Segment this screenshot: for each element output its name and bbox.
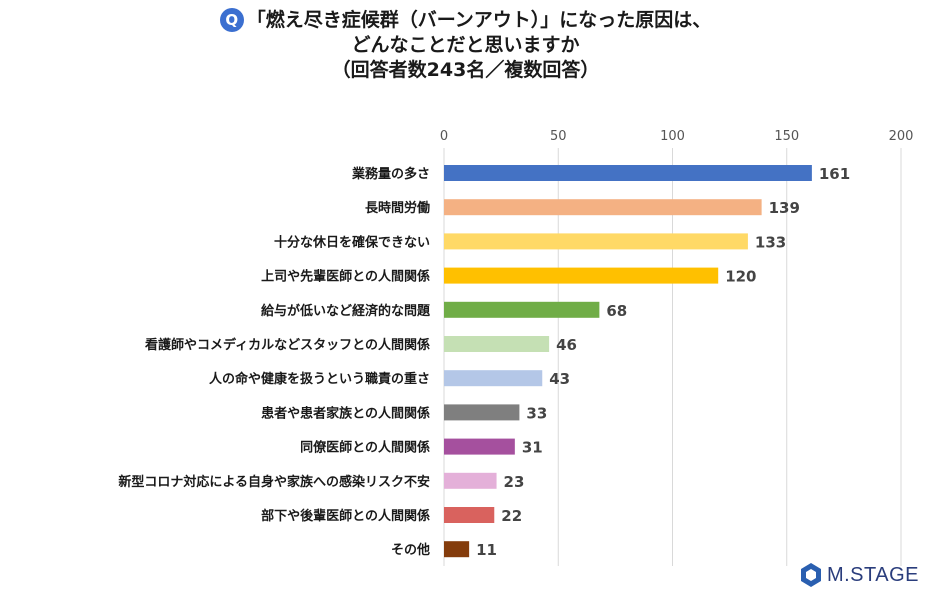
title-line-2: どんなことだと思いますか [351, 34, 580, 56]
value-label: 23 [504, 473, 525, 491]
value-label: 43 [549, 370, 570, 388]
gridlines [443, 148, 902, 566]
title-line-1-text: 「燃え尽き症候群（バーンアウト）」になった原因は、 [246, 9, 712, 31]
bar [444, 336, 550, 352]
hexagon-logo-icon [800, 563, 821, 587]
x-tick-label: 0 [440, 129, 448, 144]
bars [444, 165, 812, 558]
category-label: 部下や後輩医師との人間関係 [261, 508, 430, 524]
title-line-3: （回答者数243名／複数回答） [331, 59, 600, 81]
value-label: 68 [606, 302, 627, 320]
bar [444, 507, 495, 523]
category-label: 業務量の多さ [351, 166, 430, 182]
x-tick-label: 200 [889, 129, 914, 144]
bar [444, 370, 543, 387]
category-label: 人の命や健康を扱うという職責の重さ [209, 371, 430, 387]
mstage-logo: M.STAGE [799, 562, 919, 588]
bar [444, 541, 470, 558]
category-label: 新型コロナ対応による自身や家族への感染リスク不安 [118, 474, 430, 490]
category-label: 長時間労働 [365, 200, 430, 216]
category-label: その他 [391, 542, 430, 558]
value-label: 33 [526, 404, 547, 422]
bar [444, 267, 719, 284]
value-label: 161 [819, 165, 850, 183]
bar [444, 404, 520, 421]
x-axis-ticks: 0 50 100 150 200 [440, 129, 914, 144]
value-label: 46 [556, 336, 577, 354]
bar [444, 301, 600, 318]
value-label: 133 [755, 233, 786, 251]
value-label: 120 [725, 268, 756, 286]
x-tick-label: 100 [660, 129, 685, 144]
value-label: 22 [501, 507, 522, 525]
category-label: 十分な休日を確保できない [274, 234, 430, 250]
bar [444, 438, 515, 455]
bar [444, 165, 812, 181]
x-tick-label: 50 [550, 129, 567, 144]
category-labels: 業務量の多さ長時間労働十分な休日を確保できない上司や先輩医師との人間関係給与が低… [118, 166, 431, 558]
title-line-1: Q 「燃え尽き症候群（バーンアウト）」になった原因は、 [0, 8, 931, 33]
category-label: 患者や患者家族との人間関係 [261, 405, 430, 421]
x-tick-label: 150 [774, 129, 799, 144]
category-label: 同僚医師との人間関係 [300, 440, 430, 456]
chart-title: Q 「燃え尽き症候群（バーンアウト）」になった原因は、 どんなことだと思いますか … [0, 8, 931, 83]
value-label: 31 [522, 439, 543, 457]
category-label: 看護師やコメディカルなどスタッフとの人間関係 [145, 337, 430, 353]
value-label: 11 [476, 541, 497, 559]
value-label: 139 [769, 199, 800, 217]
logo-text: M.STAGE [826, 563, 919, 586]
bar [444, 472, 497, 489]
bar [444, 199, 762, 216]
bar [444, 233, 748, 250]
category-label: 上司や先輩医師との人間関係 [261, 269, 430, 285]
question-badge-icon: Q [219, 8, 244, 32]
category-label: 給与が低いなど経済的な問題 [261, 303, 431, 319]
